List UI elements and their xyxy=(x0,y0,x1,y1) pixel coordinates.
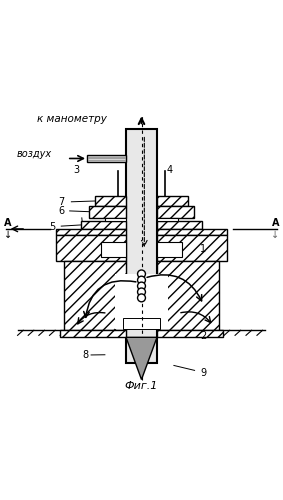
Text: 6: 6 xyxy=(58,206,64,216)
Text: Фиг.1: Фиг.1 xyxy=(125,380,158,390)
Bar xyxy=(89,206,126,218)
Text: А: А xyxy=(271,218,279,228)
Bar xyxy=(55,229,126,235)
Bar xyxy=(81,221,126,229)
Bar xyxy=(157,206,194,218)
Bar xyxy=(64,262,126,330)
Text: 4: 4 xyxy=(167,164,173,174)
Text: 3: 3 xyxy=(74,164,80,174)
Bar xyxy=(60,330,126,338)
Bar xyxy=(123,318,160,329)
Bar xyxy=(101,242,126,257)
Text: 9: 9 xyxy=(200,368,207,378)
Bar xyxy=(105,218,126,221)
Bar xyxy=(126,129,157,362)
Text: ↓: ↓ xyxy=(4,230,12,240)
Bar xyxy=(95,196,126,206)
Text: ↓: ↓ xyxy=(271,230,279,240)
Circle shape xyxy=(138,276,145,284)
Text: воздух: воздух xyxy=(16,150,51,160)
Text: к манометру: к манометру xyxy=(37,114,107,124)
Bar xyxy=(157,229,228,235)
Circle shape xyxy=(138,282,145,290)
Text: А: А xyxy=(4,218,12,228)
Circle shape xyxy=(138,270,145,278)
Text: 1: 1 xyxy=(200,244,207,254)
Text: 2: 2 xyxy=(200,331,207,341)
Bar xyxy=(87,154,126,162)
Text: 5: 5 xyxy=(50,222,56,232)
Circle shape xyxy=(138,294,145,302)
Bar xyxy=(55,235,126,262)
Bar xyxy=(157,235,228,262)
Bar xyxy=(157,242,182,257)
Bar xyxy=(157,218,178,221)
Bar xyxy=(157,330,223,338)
Bar xyxy=(115,274,168,329)
Text: 8: 8 xyxy=(82,350,88,360)
Bar xyxy=(157,262,219,330)
Bar xyxy=(157,196,188,206)
Text: 7: 7 xyxy=(58,197,64,207)
Bar xyxy=(157,221,202,229)
Circle shape xyxy=(138,288,145,296)
Polygon shape xyxy=(126,338,157,380)
